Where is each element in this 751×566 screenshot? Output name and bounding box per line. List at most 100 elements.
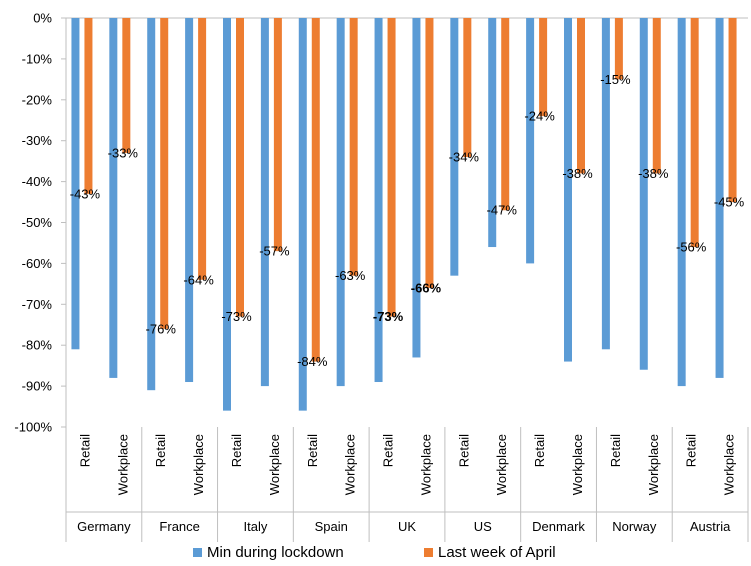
country-label: Italy — [244, 519, 268, 534]
bar-min-during-lockdown — [71, 18, 80, 350]
bar-min-during-lockdown — [488, 18, 497, 248]
bar-last-week-of-april — [160, 18, 169, 329]
legend-swatch — [193, 548, 202, 557]
country-label: Austria — [690, 519, 731, 534]
subcategory-label: Retail — [229, 434, 244, 467]
subcategory-label: Retail — [532, 434, 547, 467]
bar-min-during-lockdown — [374, 18, 383, 383]
data-label: -84% — [297, 354, 328, 369]
data-label: -38% — [638, 166, 669, 181]
country-label: Denmark — [532, 519, 585, 534]
bar-min-during-lockdown — [526, 18, 535, 264]
bar-last-week-of-april — [463, 18, 472, 158]
country-label: UK — [398, 519, 416, 534]
bars — [71, 18, 737, 411]
country-label: Spain — [315, 519, 348, 534]
data-label: -64% — [183, 272, 214, 287]
legend-label: Last week of April — [438, 544, 556, 561]
subcategory-label: Workplace — [646, 434, 661, 495]
bar-min-during-lockdown — [109, 18, 118, 378]
legend: Min during lockdown Last week of April — [193, 544, 556, 561]
bar-last-week-of-april — [84, 18, 93, 194]
category-axis: Retail Workplace Germany Retail Workplace Fra… — [65, 427, 749, 542]
subcategory-label: Retail — [456, 434, 471, 467]
data-label: -24% — [524, 109, 555, 124]
subcategory-label: Retail — [153, 434, 168, 467]
bar-last-week-of-april — [273, 18, 282, 252]
data-label: -73% — [373, 309, 404, 324]
bar-min-during-lockdown — [260, 18, 269, 387]
subcategory-label: Workplace — [191, 434, 206, 495]
bar-min-during-lockdown — [639, 18, 648, 370]
bar-min-during-lockdown — [147, 18, 156, 391]
data-label: -57% — [259, 244, 290, 259]
legend-label: Min during lockdown — [207, 544, 344, 561]
bar-last-week-of-april — [349, 18, 358, 276]
data-label: -76% — [146, 321, 177, 336]
bar-min-during-lockdown — [185, 18, 194, 383]
data-label: -63% — [335, 268, 366, 283]
bar-last-week-of-april — [198, 18, 207, 280]
legend-swatch — [424, 548, 433, 557]
bar-min-during-lockdown — [336, 18, 345, 387]
country-label: US — [474, 519, 492, 534]
country-label: Norway — [612, 519, 657, 534]
bar-last-week-of-april — [236, 18, 244, 317]
subcategory-label: Workplace — [267, 434, 282, 495]
bar-min-during-lockdown — [223, 18, 231, 411]
y-tick-label: 0% — [33, 11, 52, 26]
bar-min-during-lockdown — [412, 18, 421, 358]
bar-last-week-of-april — [728, 18, 737, 203]
bar-last-week-of-april — [690, 18, 699, 248]
bar-last-week-of-april — [652, 18, 661, 174]
country-label: Germany — [77, 519, 131, 534]
y-tick-label: -30% — [22, 133, 53, 148]
bar-min-during-lockdown — [601, 18, 610, 350]
y-tick-label: -80% — [22, 338, 53, 353]
bar-last-week-of-april — [501, 18, 510, 211]
data-label: -56% — [676, 240, 707, 255]
data-label: -15% — [600, 72, 631, 87]
bar-last-week-of-april — [577, 18, 585, 174]
data-label: -47% — [487, 203, 518, 218]
subcategory-label: Retail — [305, 434, 320, 467]
bar-last-week-of-april — [122, 18, 131, 153]
data-label: -73% — [221, 309, 252, 324]
subcategory-label: Workplace — [494, 434, 509, 495]
subcategory-label: Retail — [684, 434, 699, 467]
subcategory-label: Workplace — [115, 434, 130, 495]
subcategory-label: Workplace — [418, 434, 433, 495]
data-label: -34% — [449, 150, 480, 165]
bar-last-week-of-april — [387, 18, 396, 317]
y-tick-label: -60% — [22, 256, 53, 271]
data-label: -66% — [411, 280, 442, 295]
bar-min-during-lockdown — [298, 18, 307, 411]
y-tick-label: -40% — [22, 174, 53, 189]
data-labels: -43% -33% -76% -64% -73% -57% -84% -63% -73% -66%… — [70, 72, 745, 369]
bar-last-week-of-april — [614, 18, 623, 80]
data-label: -43% — [70, 186, 101, 201]
y-tick-label: -20% — [22, 92, 53, 107]
data-label: -45% — [714, 195, 745, 210]
bar-min-during-lockdown — [715, 18, 724, 378]
subcategory-label: Workplace — [343, 434, 358, 495]
data-label: -38% — [562, 166, 593, 181]
subcategory-label: Retail — [608, 434, 623, 467]
y-tick-label: -50% — [22, 215, 53, 230]
country-label: France — [159, 519, 199, 534]
subcategory-label: Retail — [381, 434, 396, 467]
y-tick-label: -70% — [22, 297, 53, 312]
bar-min-during-lockdown — [450, 18, 459, 276]
y-tick-label: -10% — [22, 51, 53, 66]
bar-last-week-of-april — [539, 18, 548, 117]
subcategory-label: Workplace — [722, 434, 737, 495]
y-tick-label: -100% — [14, 420, 52, 435]
y-tick-label: -90% — [22, 379, 53, 394]
bar-min-during-lockdown — [564, 18, 572, 362]
data-label: -33% — [108, 145, 139, 160]
bar-min-during-lockdown — [677, 18, 686, 387]
subcategory-label: Retail — [77, 434, 92, 467]
axes: 0% -10% -20% -30% -40% -50% -60% -70% -80% -90% -1… — [14, 11, 748, 435]
subcategory-label: Workplace — [570, 434, 585, 495]
